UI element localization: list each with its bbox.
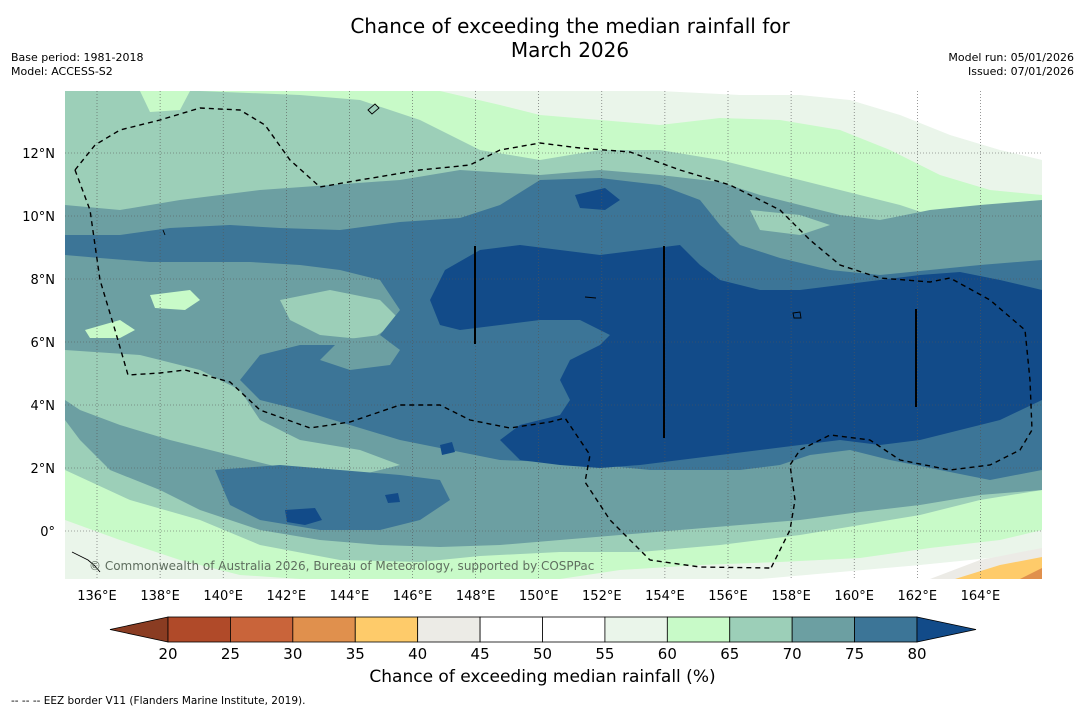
meta-left: Base period: 1981-2018 Model: ACCESS-S2 [11, 51, 143, 79]
colorbar-segment [542, 616, 606, 643]
colorbar-tick-label: 20 [158, 645, 177, 663]
map-title-line1: Chance of exceeding the median rainfall … [350, 14, 790, 38]
colorbar-segment [729, 616, 793, 643]
colorbar-tick-label: 75 [845, 645, 864, 663]
colorbar-tick-label: 25 [221, 645, 240, 663]
lon-tick-label: 150°E [519, 589, 559, 604]
latitude-labels: 12°N 10°N 8°N 6°N 4°N 2°N 0° [22, 147, 55, 540]
colorbar-tick-label: 35 [346, 645, 365, 663]
colorbar-tick-label: 65 [720, 645, 739, 663]
colorbar-tick-label: 50 [533, 645, 552, 663]
colorbar-segment [854, 616, 918, 643]
island-north [367, 103, 380, 115]
colorbar-segment [292, 616, 356, 643]
lon-tick-label: 140°E [203, 589, 243, 604]
lon-tick-label: 146°E [393, 589, 433, 604]
band-55-60-north [440, 91, 1042, 195]
eez-borders [74, 107, 1033, 571]
patch-65-70-mid [280, 290, 400, 340]
colorbar-tick-label: 55 [595, 645, 614, 663]
coastlines [71, 103, 802, 573]
map-title: Chance of exceeding the median rainfall … [0, 14, 1085, 62]
lat-tick-label: 2°N [31, 462, 56, 477]
colorbar-under-arrow [109, 616, 169, 643]
colorbar-segment [354, 616, 419, 643]
longitude-labels: 136°E 138°E 140°E 142°E 144°E 146°E 148°E 150°E… [77, 589, 1000, 604]
eez-line-north-east [74, 107, 1033, 571]
colorbar-segment [417, 616, 481, 643]
probability-field [65, 91, 1042, 579]
colorbar-segment [666, 616, 731, 643]
patch-over-80-small [440, 442, 455, 455]
coast-southwest [71, 551, 101, 573]
colorbar-tick-label: 60 [658, 645, 677, 663]
band-30-35-se [1020, 568, 1042, 579]
island-west [162, 229, 166, 236]
band-60-65-north [200, 91, 1042, 255]
colorbar-tick-label: 45 [471, 645, 490, 663]
patch-over-80-north [575, 188, 620, 210]
colorbar-segment [167, 616, 231, 643]
lat-tick-label: 10°N [22, 210, 55, 225]
lon-tick-label: 148°E [456, 589, 496, 604]
patch-70-75-inner [320, 335, 400, 370]
lon-tick-label: 154°E [645, 589, 685, 604]
colorbar-segment [479, 616, 543, 643]
patch-60-65-a [85, 320, 135, 338]
colorbar-tick-label: 80 [907, 645, 926, 663]
lat-tick-label: 8°N [31, 273, 56, 288]
island-east [792, 311, 802, 319]
colorbar-segment [791, 616, 855, 643]
lon-tick-label: 144°E [330, 589, 370, 604]
issued-date: Issued: 07/01/2026 [967, 65, 1074, 78]
lon-tick-label: 156°E [708, 589, 748, 604]
patch-65-70-west [65, 350, 400, 475]
model-name: Model: ACCESS-S2 [11, 65, 113, 78]
band-55-60-sw [65, 520, 300, 579]
lon-tick-label: 158°E [771, 589, 811, 604]
base-period: Base period: 1981-2018 [11, 51, 144, 64]
band-over-80 [430, 245, 1042, 468]
model-run: Model run: 05/01/2026 [948, 51, 1074, 64]
colorbar: 20 25 30 35 40 45 50 55 60 65 70 75 80 [109, 616, 977, 663]
colorbar-tick-label: 30 [283, 645, 302, 663]
patch-over-80-south [285, 508, 322, 525]
band-60-65-south [65, 470, 1042, 579]
patch-60-65-b [150, 290, 200, 310]
copyright-text: © Commonwealth of Australia 2026, Bureau… [89, 559, 594, 573]
lon-tick-label: 152°E [582, 589, 622, 604]
lon-tick-label: 164°E [961, 589, 1001, 604]
lon-tick-label: 142°E [267, 589, 307, 604]
colorbar-tick-label: 70 [783, 645, 802, 663]
meta-right: Model run: 05/01/2026 Issued: 07/01/2026 [948, 51, 1074, 79]
colorbar-title: Chance of exceeding median rainfall (%) [369, 667, 716, 687]
lat-tick-label: 0° [40, 525, 55, 540]
lat-tick-label: 6°N [31, 336, 56, 351]
colorbar-segment [230, 616, 294, 643]
lat-tick-label: 12°N [22, 147, 55, 162]
island-mid [584, 296, 597, 299]
colorbar-over-arrow [916, 616, 977, 643]
band-35-40-se [955, 557, 1042, 579]
band-50-55-north [660, 91, 1042, 160]
lon-tick-label: 136°E [77, 589, 117, 604]
patch-over-80-dot [385, 493, 400, 503]
colorbar-segment [604, 616, 668, 643]
patch-75-80-south [215, 465, 450, 530]
lon-tick-label: 162°E [898, 589, 938, 604]
patch-60-65 [140, 91, 190, 112]
vertical-markers [474, 246, 917, 438]
eez-footnote: -- -- -- EEZ border V11 (Flanders Marine… [11, 695, 306, 707]
lon-tick-label: 138°E [140, 589, 180, 604]
colorbar-tick-label: 40 [408, 645, 427, 663]
lon-tick-label: 160°E [834, 589, 874, 604]
lat-tick-label: 4°N [31, 399, 56, 414]
map-title-line2: March 2026 [510, 38, 630, 62]
